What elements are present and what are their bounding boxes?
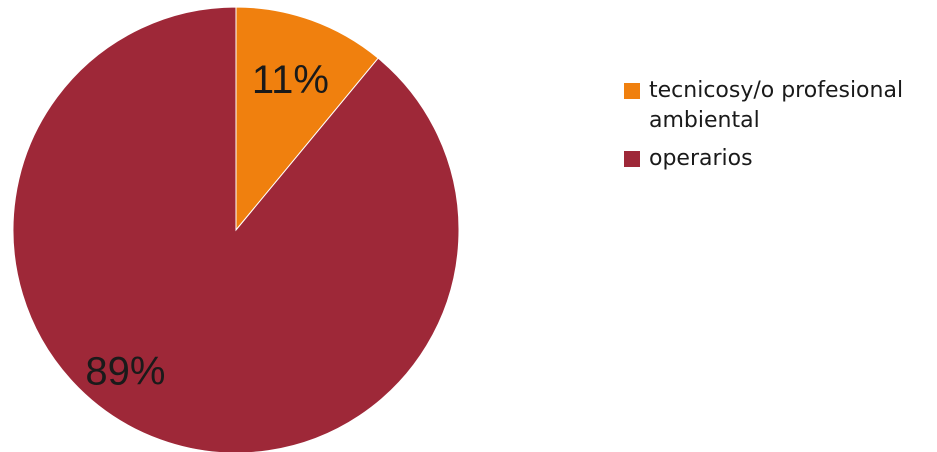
pie-slices (12, 6, 460, 452)
legend-swatch-operarios (624, 151, 640, 167)
legend-label-tecnicos: tecnicosy/o profesional ambiental (649, 78, 904, 133)
pie-slice-operarios (12, 6, 460, 452)
legend-label-operarios: operarios (649, 146, 753, 171)
slice-label-operarios: 89% (85, 350, 165, 394)
pie-data-labels: 11% 89% (85, 58, 329, 394)
slice-label-tecnicos: 11% (252, 58, 329, 102)
pie-slice-tecnicos (235, 6, 379, 232)
legend-swatch-tecnicos (624, 83, 640, 99)
legend-item-operarios: operarios (624, 144, 937, 174)
legend: tecnicosy/o profesional ambiental operar… (624, 76, 937, 182)
legend-item-tecnicos: tecnicosy/o profesional ambiental (624, 76, 937, 136)
